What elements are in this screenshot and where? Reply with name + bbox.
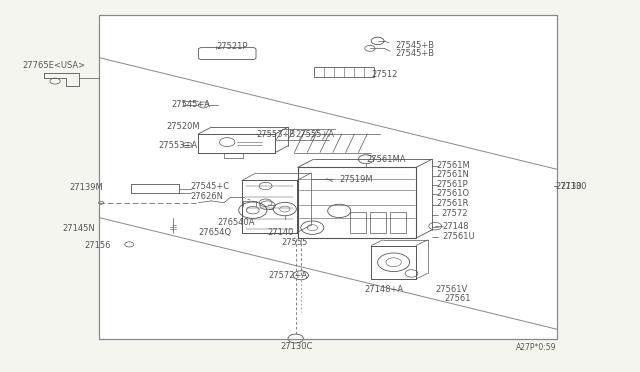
Bar bbox=[370, 212, 386, 232]
Text: 27555+A: 27555+A bbox=[296, 130, 335, 139]
Text: 27561U: 27561U bbox=[443, 232, 476, 241]
Text: 27553+B: 27553+B bbox=[256, 130, 295, 139]
Text: 27572+A: 27572+A bbox=[269, 271, 308, 280]
Text: 27561: 27561 bbox=[445, 294, 471, 303]
Text: A27P*0:59: A27P*0:59 bbox=[516, 343, 557, 352]
Bar bbox=[350, 212, 366, 232]
Text: 27130: 27130 bbox=[556, 182, 582, 190]
Text: 27140: 27140 bbox=[268, 228, 294, 237]
Bar bbox=[99, 15, 557, 339]
Text: 27545+B: 27545+B bbox=[396, 49, 435, 58]
Text: 27561O: 27561O bbox=[436, 189, 470, 198]
Text: 27139M: 27139M bbox=[69, 183, 103, 192]
Text: 27148+A: 27148+A bbox=[365, 285, 404, 294]
Text: 27561N: 27561N bbox=[436, 170, 469, 179]
Text: 27561R: 27561R bbox=[436, 199, 469, 208]
Text: 27561P: 27561P bbox=[436, 180, 468, 189]
Text: 27521P: 27521P bbox=[216, 42, 248, 51]
Text: 27626N: 27626N bbox=[191, 192, 224, 201]
Text: 27145N: 27145N bbox=[63, 224, 95, 233]
Text: 276540A: 276540A bbox=[218, 218, 255, 227]
Text: 27520M: 27520M bbox=[166, 122, 200, 131]
Text: 27561V: 27561V bbox=[435, 285, 467, 294]
Bar bbox=[314, 67, 374, 77]
Text: 27148: 27148 bbox=[443, 222, 469, 231]
Text: 27553+A: 27553+A bbox=[159, 141, 198, 150]
Text: 27765E<USA>: 27765E<USA> bbox=[22, 61, 86, 70]
Text: 27130: 27130 bbox=[560, 182, 586, 190]
Text: 27545+C: 27545+C bbox=[191, 182, 230, 191]
Text: 27561M: 27561M bbox=[436, 161, 470, 170]
Text: 27130C: 27130C bbox=[280, 342, 313, 351]
Text: 27545+A: 27545+A bbox=[172, 100, 211, 109]
Text: 27156: 27156 bbox=[84, 241, 111, 250]
Text: 27555: 27555 bbox=[282, 238, 308, 247]
Text: 27654Q: 27654Q bbox=[198, 228, 232, 237]
Text: 27572: 27572 bbox=[442, 209, 468, 218]
Text: 27519M: 27519M bbox=[339, 175, 373, 184]
Bar bbox=[390, 212, 406, 232]
Text: 27512: 27512 bbox=[371, 70, 397, 79]
Text: 27561MA: 27561MA bbox=[366, 155, 406, 164]
Text: 27545+B: 27545+B bbox=[396, 41, 435, 50]
